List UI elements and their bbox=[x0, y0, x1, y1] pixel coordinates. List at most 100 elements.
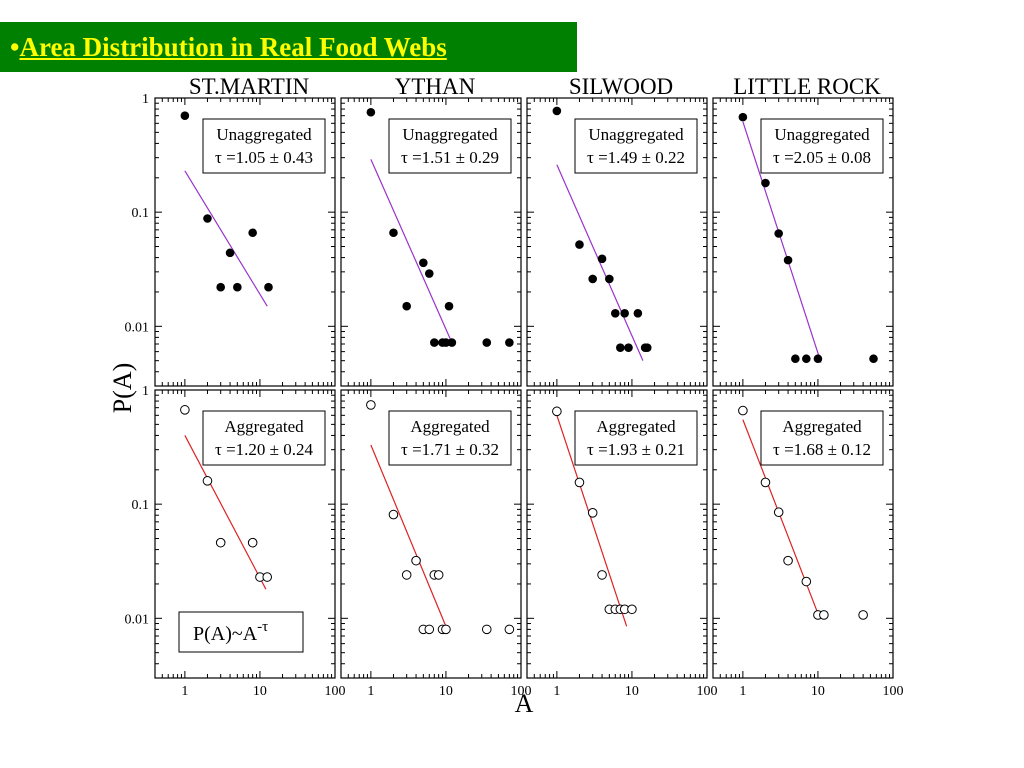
x-tick-label: 10 bbox=[439, 684, 453, 699]
legend-tau: τ =1.20 ± 0.24 bbox=[215, 440, 313, 459]
data-point bbox=[774, 229, 783, 238]
x-tick-label: 10 bbox=[625, 684, 639, 699]
legend-tau: τ =1.93 ± 0.21 bbox=[587, 440, 685, 459]
legend-box bbox=[760, 410, 884, 466]
data-point bbox=[180, 111, 190, 120]
data-point bbox=[760, 477, 771, 488]
legend-box bbox=[202, 410, 326, 466]
legend-box bbox=[202, 118, 326, 174]
column-title: SILWOOD bbox=[569, 74, 673, 99]
data-point bbox=[869, 354, 878, 364]
data-point bbox=[430, 338, 439, 347]
panel-top: Unaggregated τ =1.49 ± 0.22 bbox=[526, 97, 708, 387]
x-tick-label: 1 bbox=[181, 684, 188, 699]
data-point bbox=[610, 309, 620, 318]
data-point bbox=[180, 405, 190, 415]
fit-line bbox=[370, 159, 453, 343]
legend-tau: τ =2.05 ± 0.08 bbox=[773, 148, 871, 167]
column-title: LITTLE ROCK bbox=[733, 74, 881, 99]
panel-bottom: 0.01 0.1 1 1 10 100 Aggregated τ =1.20 ± 0.24 P(… bbox=[125, 384, 346, 699]
data-point bbox=[642, 343, 652, 352]
data-point bbox=[202, 476, 213, 486]
data-point bbox=[783, 255, 793, 265]
legend-box bbox=[760, 118, 884, 174]
axis-labels: P(A) A bbox=[108, 363, 534, 718]
title-bullet: • bbox=[10, 32, 20, 62]
data-point bbox=[402, 301, 411, 311]
x-axis-label: A bbox=[515, 689, 534, 718]
data-point bbox=[801, 576, 812, 587]
data-point bbox=[401, 570, 412, 580]
y-tick-label: 0.01 bbox=[125, 320, 150, 335]
formula-box bbox=[178, 611, 304, 653]
data-point bbox=[481, 624, 492, 635]
fit-line bbox=[184, 435, 267, 590]
legend-label: Aggregated bbox=[782, 417, 862, 436]
fit-line bbox=[184, 170, 268, 307]
panel-frame bbox=[712, 389, 894, 679]
panels: 0.01 0.1 1 Unaggregated τ =1.05 ± 0.43 Unaggr… bbox=[125, 92, 904, 699]
legend-label: Unaggregated bbox=[402, 125, 498, 144]
data-point bbox=[225, 248, 235, 258]
legend-box bbox=[574, 410, 698, 466]
y-tick-label: 0.01 bbox=[125, 612, 150, 627]
panel-frame bbox=[526, 97, 708, 387]
data-point bbox=[588, 274, 597, 284]
y-tick-label: 1 bbox=[142, 92, 149, 107]
panel-top: 0.01 0.1 1 Unaggregated τ =1.05 ± 0.43 bbox=[125, 92, 336, 387]
panel-frame bbox=[154, 389, 336, 679]
data-point bbox=[248, 228, 257, 238]
data-point bbox=[802, 354, 811, 364]
formula-text: P(A)~A-τ bbox=[193, 619, 268, 645]
data-point bbox=[505, 338, 514, 347]
legend-label: Unaggregated bbox=[588, 125, 684, 144]
data-point bbox=[203, 214, 212, 223]
legend-box bbox=[574, 118, 698, 174]
data-point bbox=[587, 507, 598, 518]
data-point bbox=[597, 570, 607, 580]
data-point bbox=[444, 301, 454, 311]
legend-label: Unaggregated bbox=[216, 125, 312, 144]
panel-frame bbox=[154, 97, 336, 387]
data-point bbox=[624, 343, 633, 352]
data-point bbox=[773, 507, 784, 518]
legend-tau: τ =1.71 ± 0.32 bbox=[401, 440, 499, 459]
fit-line bbox=[370, 444, 447, 627]
slide-title-bar: •Area Distribution in Real Food Webs bbox=[0, 22, 577, 72]
panel-bottom: 1 10 100 Aggregated τ =1.68 ± 0.12 bbox=[712, 389, 904, 699]
data-point bbox=[552, 106, 562, 116]
data-point bbox=[216, 282, 225, 292]
legend-box bbox=[388, 410, 512, 466]
panel-top: Unaggregated τ =2.05 ± 0.08 bbox=[712, 97, 894, 387]
fit-line bbox=[556, 415, 628, 627]
data-point bbox=[366, 400, 376, 410]
data-point bbox=[441, 624, 451, 635]
legend-label: Aggregated bbox=[410, 417, 490, 436]
legend-tau: τ =1.05 ± 0.43 bbox=[215, 148, 313, 167]
panel-frame bbox=[340, 97, 522, 387]
data-point bbox=[761, 178, 770, 188]
legend-tau: τ =1.51 ± 0.29 bbox=[401, 148, 499, 167]
x-tick-label: 100 bbox=[883, 684, 904, 699]
panel-frame bbox=[526, 389, 708, 679]
data-point bbox=[597, 254, 607, 264]
y-tick-label: 1 bbox=[142, 384, 149, 399]
data-point bbox=[482, 338, 492, 347]
data-point bbox=[858, 610, 868, 620]
data-point bbox=[215, 537, 226, 548]
panel-frame bbox=[340, 389, 522, 679]
data-point bbox=[574, 477, 585, 488]
panel-frame bbox=[712, 97, 894, 387]
data-point bbox=[447, 338, 457, 347]
data-point bbox=[262, 572, 273, 582]
legend-tau: τ =1.68 ± 0.12 bbox=[773, 440, 871, 459]
data-point bbox=[388, 509, 399, 520]
data-point bbox=[738, 405, 748, 416]
data-point bbox=[424, 269, 434, 278]
legend-box bbox=[388, 118, 512, 174]
data-point bbox=[424, 624, 435, 635]
x-tick-label: 100 bbox=[697, 684, 718, 699]
panel-bottom: 1 10 100 Aggregated τ =1.71 ± 0.32 bbox=[340, 389, 532, 699]
x-tick-label: 1 bbox=[739, 684, 746, 699]
x-tick-label: 1 bbox=[553, 684, 560, 699]
